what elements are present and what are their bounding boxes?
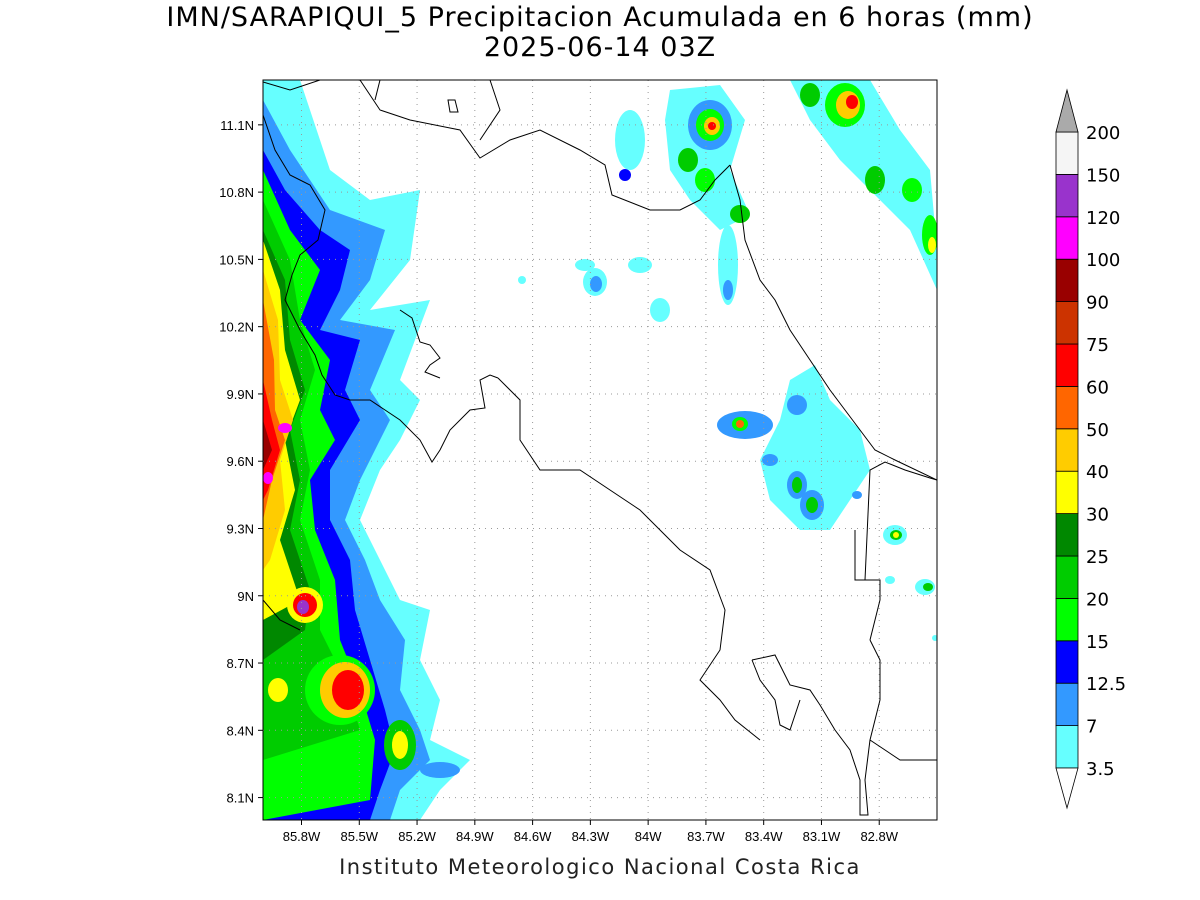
colorbar-segment bbox=[1055, 216, 1079, 260]
lon-tick-label: 84.9W bbox=[456, 829, 494, 844]
lon-tick-label: 84.3W bbox=[572, 829, 610, 844]
colorbar-level-label: 15 bbox=[1086, 632, 1109, 653]
lon-tick-label: 83.1W bbox=[803, 829, 841, 844]
colorbar-level-label: 40 bbox=[1086, 462, 1109, 483]
colorbar-level-label: 7 bbox=[1086, 717, 1097, 738]
latitude-axis: 11.1N 10.8N 10.5N 10.2N 9.9N 9.6N 9.3N 9N 8.7N 8.… bbox=[219, 118, 263, 806]
lat-tick-label: 9.9N bbox=[227, 387, 254, 402]
colorbar-segment bbox=[1055, 301, 1079, 345]
map-frame bbox=[262, 79, 938, 821]
colorbar-segment bbox=[1055, 725, 1079, 769]
colorbar-level-label: 100 bbox=[1086, 250, 1120, 271]
lat-tick-label: 9.6N bbox=[227, 454, 254, 469]
lat-tick-label: 8.1N bbox=[227, 791, 254, 806]
lon-tick-label: 85.2W bbox=[398, 829, 436, 844]
colorbar-level-label: 20 bbox=[1086, 589, 1109, 610]
lon-tick-label: 83.7W bbox=[687, 829, 725, 844]
colorbar-segment bbox=[1055, 470, 1079, 515]
colorbar-level-label: 75 bbox=[1086, 335, 1109, 356]
colorbar-level-label: 60 bbox=[1086, 377, 1109, 398]
colorbar-segment bbox=[1055, 555, 1079, 599]
map-grid bbox=[263, 80, 937, 820]
precipitation-field bbox=[263, 80, 937, 820]
coastline-borders bbox=[263, 80, 937, 816]
colorbar-level-label: 50 bbox=[1086, 420, 1109, 441]
lat-tick-label: 10.8N bbox=[219, 185, 254, 200]
lon-tick-label: 85.5W bbox=[340, 829, 378, 844]
colorbar-level-label: 12.5 bbox=[1086, 674, 1126, 695]
colorbar-level-label: 90 bbox=[1086, 293, 1109, 314]
colorbar-segment bbox=[1055, 640, 1079, 684]
colorbar-segment bbox=[1055, 428, 1079, 472]
lon-tick-label: 84W bbox=[635, 829, 662, 844]
lat-tick-label: 8.7N bbox=[227, 656, 254, 671]
lon-tick-label: 84.6W bbox=[514, 829, 552, 844]
colorbar-lower-arrow bbox=[1055, 767, 1079, 810]
map-subtitle-datetime: 2025-06-14 03Z bbox=[483, 32, 717, 63]
precipitation-colorbar: 3.5 7 12.5 15 20 25 30 40 50 60 75 90 100 120 150 200 bbox=[1055, 88, 1126, 810]
colorbar-segment bbox=[1055, 513, 1079, 557]
lon-tick-label: 85.8W bbox=[283, 829, 321, 844]
lat-tick-label: 9.3N bbox=[227, 521, 254, 536]
colorbar-segment bbox=[1055, 131, 1079, 175]
longitude-axis: 85.8W 85.5W 85.2W 84.9W 84.6W 84.3W 84W 83.7W 83… bbox=[283, 820, 899, 844]
colorbar-upper-arrow bbox=[1055, 88, 1079, 133]
colorbar-segment bbox=[1055, 258, 1079, 303]
footer-credit: Instituto Meteorologico Nacional Costa R… bbox=[339, 855, 861, 879]
lat-tick-label: 10.5N bbox=[219, 252, 254, 267]
colorbar-segment bbox=[1055, 385, 1079, 430]
colorbar-segment bbox=[1055, 598, 1079, 642]
map-title: IMN/SARAPIQUI_5 Precipitacion Acumulada … bbox=[166, 2, 1034, 33]
colorbar-level-label: 120 bbox=[1086, 208, 1120, 229]
colorbar-segment bbox=[1055, 682, 1079, 727]
colorbar-level-label: 30 bbox=[1086, 505, 1109, 526]
lat-tick-label: 11.1N bbox=[220, 118, 254, 133]
colorbar-level-label: 3.5 bbox=[1086, 759, 1115, 780]
colorbar-segment bbox=[1055, 173, 1079, 218]
lat-tick-label: 9N bbox=[237, 589, 254, 604]
colorbar-level-label: 25 bbox=[1086, 547, 1109, 568]
lon-tick-label: 82.8W bbox=[860, 829, 898, 844]
colorbar-level-label: 150 bbox=[1086, 165, 1120, 186]
lon-tick-label: 83.4W bbox=[745, 829, 783, 844]
colorbar-level-label: 200 bbox=[1086, 123, 1120, 144]
colorbar-segment bbox=[1055, 343, 1079, 387]
lat-tick-label: 10.2N bbox=[219, 320, 254, 335]
lat-tick-label: 8.4N bbox=[227, 723, 254, 738]
